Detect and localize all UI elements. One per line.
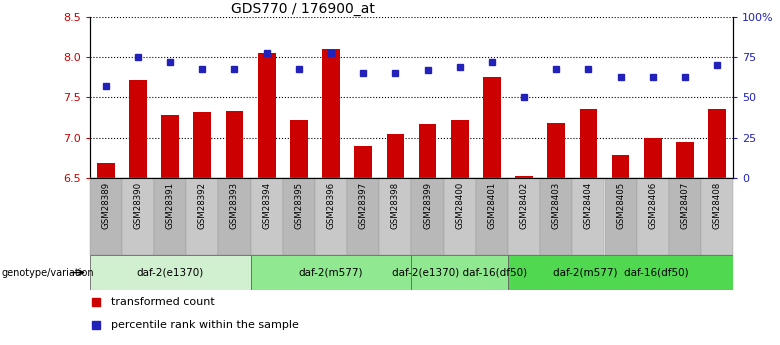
Text: GSM28393: GSM28393 <box>230 181 239 229</box>
Bar <box>508 255 733 290</box>
Text: GSM28401: GSM28401 <box>488 181 496 229</box>
Text: daf-2(m577): daf-2(m577) <box>299 268 363 277</box>
Bar <box>122 178 154 255</box>
Text: GSM28398: GSM28398 <box>391 181 400 229</box>
Bar <box>90 178 122 255</box>
Bar <box>250 255 412 290</box>
Bar <box>186 178 218 255</box>
Text: GSM28394: GSM28394 <box>262 181 271 229</box>
Text: GSM28389: GSM28389 <box>101 181 110 229</box>
Text: transformed count: transformed count <box>111 297 214 307</box>
Text: GSM28408: GSM28408 <box>713 181 722 229</box>
Bar <box>282 178 315 255</box>
Bar <box>573 178 604 255</box>
Bar <box>90 255 250 290</box>
Bar <box>411 178 444 255</box>
Bar <box>676 141 693 178</box>
Bar <box>411 255 508 290</box>
Text: GSM28390: GSM28390 <box>133 181 143 229</box>
Text: daf-2(e1370): daf-2(e1370) <box>136 268 204 277</box>
Bar <box>354 146 372 178</box>
Bar <box>540 178 573 255</box>
Bar <box>604 178 636 255</box>
Text: GSM28406: GSM28406 <box>648 181 658 229</box>
Bar <box>154 178 186 255</box>
Bar <box>419 124 436 178</box>
Text: GSM28391: GSM28391 <box>165 181 175 229</box>
Bar <box>315 178 347 255</box>
Text: genotype/variation: genotype/variation <box>2 268 94 277</box>
Bar <box>347 178 379 255</box>
Text: GSM28397: GSM28397 <box>359 181 367 229</box>
Text: GSM28407: GSM28407 <box>680 181 690 229</box>
Bar <box>669 178 701 255</box>
Bar <box>129 80 147 178</box>
Text: GSM28402: GSM28402 <box>519 181 529 229</box>
Bar <box>379 178 412 255</box>
Text: GSM28403: GSM28403 <box>551 181 561 229</box>
Bar <box>516 176 533 178</box>
Bar <box>548 123 565 178</box>
Bar <box>701 178 733 255</box>
Bar <box>476 178 508 255</box>
Bar <box>508 178 540 255</box>
Bar <box>387 134 404 178</box>
Bar <box>708 109 726 178</box>
Text: GDS770 / 176900_at: GDS770 / 176900_at <box>231 2 375 16</box>
Text: GSM28400: GSM28400 <box>456 181 464 229</box>
Text: GSM28404: GSM28404 <box>584 181 593 229</box>
Text: percentile rank within the sample: percentile rank within the sample <box>111 320 299 329</box>
Bar <box>322 49 340 178</box>
Text: GSM28405: GSM28405 <box>616 181 625 229</box>
Bar <box>250 178 282 255</box>
Bar <box>225 111 243 178</box>
Bar <box>161 115 179 178</box>
Text: GSM28392: GSM28392 <box>198 181 207 229</box>
Text: daf-2(m577)  daf-16(df50): daf-2(m577) daf-16(df50) <box>553 268 689 277</box>
Text: daf-2(e1370) daf-16(df50): daf-2(e1370) daf-16(df50) <box>392 268 527 277</box>
Bar <box>644 138 661 178</box>
Bar <box>451 120 469 178</box>
Bar <box>612 155 629 178</box>
Bar <box>444 178 476 255</box>
Bar <box>580 109 597 178</box>
Bar <box>258 53 275 178</box>
Bar <box>97 163 115 178</box>
Text: GSM28395: GSM28395 <box>294 181 303 229</box>
Text: GSM28396: GSM28396 <box>327 181 335 229</box>
Bar <box>483 77 501 178</box>
Bar <box>636 178 668 255</box>
Bar <box>290 120 307 178</box>
Bar <box>218 178 250 255</box>
Text: GSM28399: GSM28399 <box>423 181 432 228</box>
Bar <box>193 112 211 178</box>
